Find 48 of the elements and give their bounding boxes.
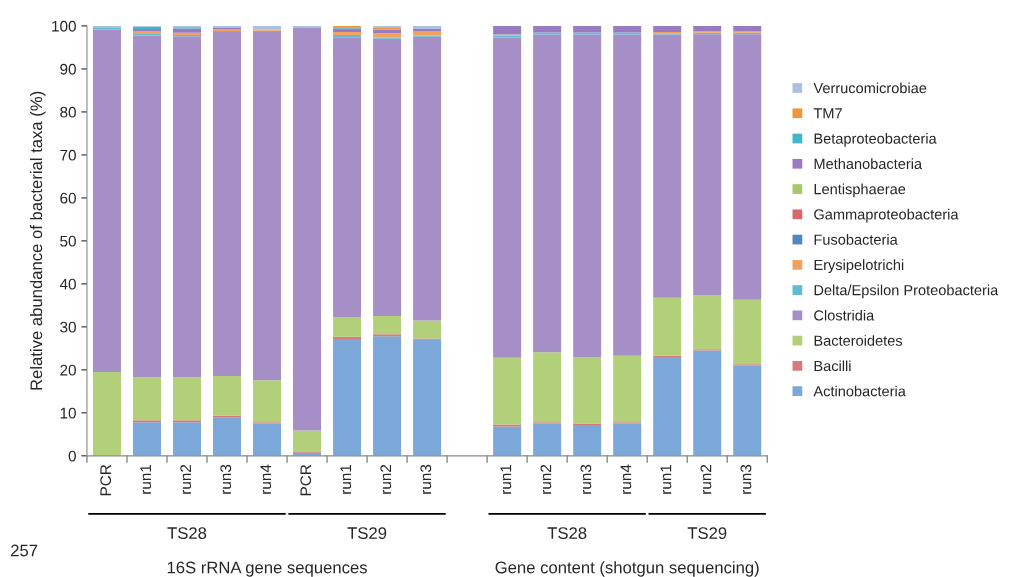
text: TS28 [547, 527, 587, 539]
y-tick-label: 60 [60, 192, 76, 204]
x-tick-label: run2 [380, 464, 392, 494]
x-tick-label: PCR [300, 464, 312, 496]
x-tick-label: run1 [340, 464, 352, 494]
y-axis-title: Relative abundance of bacterial taxa (%) [29, 91, 46, 390]
x-tick-label: run4 [260, 464, 272, 494]
x-tick-label: run2 [700, 464, 712, 494]
legend-label: Bacilli [814, 360, 851, 372]
text: TS29 [687, 527, 727, 539]
legend-label: Erysipelotrichi [814, 259, 904, 273]
y-tick-label: 30 [60, 321, 76, 333]
y-tick-label: 20 [60, 364, 76, 376]
legend-label: Clostridia [814, 309, 875, 321]
text: Gene content (shotgun sequencing) [495, 561, 759, 577]
x-tick-label: PCR [100, 464, 112, 496]
legend-label: Betaproteobacteria [814, 133, 937, 147]
x-tick-label: run1 [140, 464, 152, 494]
text: TS28 [167, 527, 207, 539]
y-tick-label: 80 [60, 106, 76, 118]
legend-label: Delta/Epsilon Proteobacteria [814, 284, 999, 299]
text: 257 [11, 544, 38, 557]
y-tick-label: 70 [60, 149, 76, 161]
legend-label: Actinobacteria [813, 385, 906, 397]
text: 16S rRNA gene sequences [167, 561, 367, 577]
legend-label: Lentisphaerae [814, 183, 906, 198]
legend-label: TM7 [813, 108, 842, 119]
y-tick-label: 40 [59, 278, 76, 290]
y-tick-label: 50 [60, 235, 76, 247]
legend-label: Gammaproteobacteria [814, 208, 959, 223]
legend-label: Fusobacteria [814, 234, 898, 245]
y-tick-label: 90 [60, 63, 76, 75]
legend-label: Verrucomicrobiae [813, 82, 927, 94]
x-tick-label: run3 [420, 464, 432, 494]
legend-label: Methanobacteria [814, 158, 923, 170]
x-tick-label: run3 [220, 464, 232, 494]
x-tick-label: run1 [500, 464, 512, 494]
x-tick-label: run3 [740, 464, 752, 494]
y-tick-label: 100 [52, 20, 76, 32]
x-tick-label: run2 [540, 464, 552, 494]
x-tick-label: run2 [180, 464, 192, 494]
x-tick-label: run1 [660, 464, 672, 494]
y-tick-label: 0 [68, 450, 76, 462]
y-tick-label: 10 [60, 407, 76, 419]
x-tick-label: run4 [620, 464, 632, 494]
legend-label: Bacteroidetes [814, 335, 903, 346]
x-tick-label: run3 [580, 464, 592, 494]
text: TS29 [347, 527, 387, 539]
